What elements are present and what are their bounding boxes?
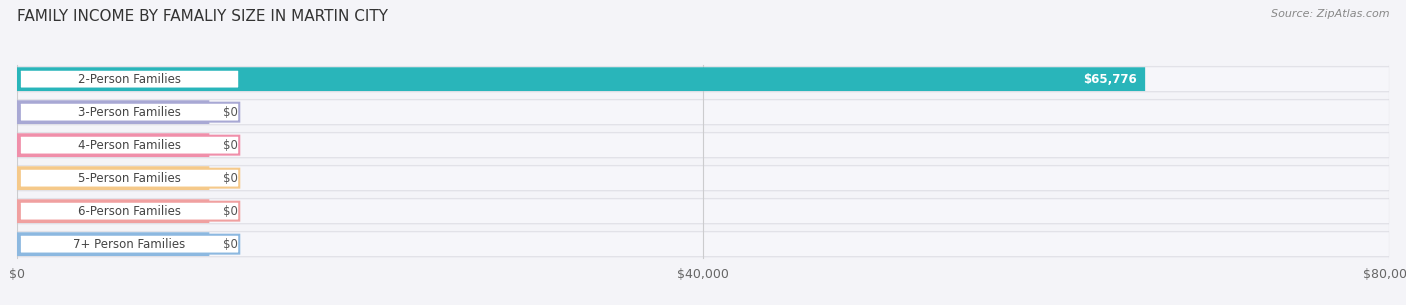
FancyBboxPatch shape xyxy=(20,70,239,88)
FancyBboxPatch shape xyxy=(17,166,209,190)
FancyBboxPatch shape xyxy=(20,235,239,253)
Text: $65,776: $65,776 xyxy=(1083,73,1137,86)
FancyBboxPatch shape xyxy=(20,136,239,155)
FancyBboxPatch shape xyxy=(17,231,1389,257)
FancyBboxPatch shape xyxy=(17,133,1389,157)
FancyBboxPatch shape xyxy=(17,67,1389,91)
Text: 6-Person Families: 6-Person Families xyxy=(77,205,181,218)
Text: 5-Person Families: 5-Person Families xyxy=(77,172,181,185)
Text: 3-Person Families: 3-Person Families xyxy=(77,106,181,119)
FancyBboxPatch shape xyxy=(17,100,209,124)
FancyBboxPatch shape xyxy=(17,199,1389,223)
FancyBboxPatch shape xyxy=(17,100,1389,124)
FancyBboxPatch shape xyxy=(17,132,1389,158)
FancyBboxPatch shape xyxy=(17,66,1389,92)
FancyBboxPatch shape xyxy=(17,67,1144,91)
FancyBboxPatch shape xyxy=(17,99,1389,125)
FancyBboxPatch shape xyxy=(17,165,1389,191)
FancyBboxPatch shape xyxy=(20,169,239,188)
Text: $0: $0 xyxy=(224,139,238,152)
FancyBboxPatch shape xyxy=(17,232,1389,256)
Text: $0: $0 xyxy=(224,172,238,185)
Text: $0: $0 xyxy=(224,238,238,251)
FancyBboxPatch shape xyxy=(20,103,239,122)
FancyBboxPatch shape xyxy=(17,166,1389,190)
Text: 4-Person Families: 4-Person Families xyxy=(77,139,181,152)
Text: $0: $0 xyxy=(224,106,238,119)
FancyBboxPatch shape xyxy=(17,232,209,256)
FancyBboxPatch shape xyxy=(20,202,239,221)
Text: 2-Person Families: 2-Person Families xyxy=(77,73,181,86)
Text: Source: ZipAtlas.com: Source: ZipAtlas.com xyxy=(1271,9,1389,19)
Text: $0: $0 xyxy=(224,205,238,218)
Text: FAMILY INCOME BY FAMALIY SIZE IN MARTIN CITY: FAMILY INCOME BY FAMALIY SIZE IN MARTIN … xyxy=(17,9,388,24)
FancyBboxPatch shape xyxy=(17,133,209,157)
FancyBboxPatch shape xyxy=(17,199,209,223)
FancyBboxPatch shape xyxy=(17,198,1389,224)
Text: 7+ Person Families: 7+ Person Families xyxy=(73,238,186,251)
